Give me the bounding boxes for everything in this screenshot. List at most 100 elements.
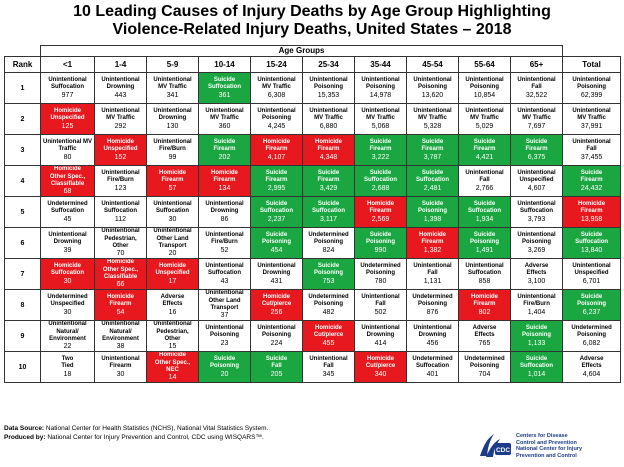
death-count: 704: [478, 370, 491, 378]
injury-deaths-table: Age Groups Rank <1 1-4 5-9 10-14 15-24 25-34 3…: [4, 45, 622, 383]
cause-label: Suicide: [317, 200, 340, 207]
data-source-label: Data Source:: [4, 425, 45, 432]
cause-cell: Unintentional MV Traffic 5,029: [458, 103, 511, 135]
cause-label: Suicide: [580, 231, 603, 238]
cause-cell: Suicide Firearm 4,421: [458, 134, 511, 166]
cause-cell: Suicide Suffocation 1,934: [458, 196, 511, 228]
table-row: 2 Homicide Unspecified 125 Unintentional MV T…: [4, 103, 622, 135]
cause-label: Suicide: [580, 169, 603, 176]
cause-label: Suffocation: [364, 177, 397, 184]
corner-cell: [4, 45, 41, 57]
cause-cell: Homicide Other Spec., Classifiable 66: [94, 258, 147, 290]
death-count: 205: [270, 370, 283, 378]
death-count: 24,432: [580, 184, 603, 192]
death-count: 502: [374, 308, 387, 316]
cause-label: Unintentional: [517, 200, 556, 207]
death-count: 431: [270, 277, 283, 285]
cause-label: Unintentional: [257, 76, 296, 83]
table-row: 6 Unintentional Drowning 39 Unintentional Ped…: [4, 227, 622, 259]
cause-label: Unintentional: [101, 76, 140, 83]
cause-cell: Suicide Suffocation 3,117: [302, 196, 355, 228]
cause-label: Suffocation: [51, 84, 84, 91]
cause-label: Suicide: [265, 169, 288, 176]
death-count: 3,793: [527, 215, 546, 223]
cause-cell: Suicide Poisoning 753: [302, 258, 355, 290]
cause-label: Homicide: [314, 138, 342, 145]
table-row: 7 Homicide Suffocation 30 Homicide Other Spec…: [4, 258, 622, 290]
total-cell: Homicide Firearm 13,958: [562, 196, 622, 228]
cause-label: Poisoning: [314, 239, 343, 246]
cause-label: Other Land: [156, 235, 189, 242]
cause-label: Suffocation: [312, 208, 345, 215]
cause-label: MV Traffic: [210, 115, 239, 122]
cause-label: Firearm: [580, 208, 603, 215]
cause-label: Suicide: [317, 169, 340, 176]
age-header: 5-9: [146, 56, 199, 73]
cause-label: Unintentional: [465, 169, 504, 176]
cause-cell: Homicide Firearm 54: [94, 289, 147, 321]
cause-label: Natural/: [109, 328, 132, 335]
cause-cell: Homicide Other Spec., Classifiable 68: [40, 165, 95, 197]
cause-cell: Unintentional Suffocation 3,793: [509, 196, 564, 228]
cause-cell: Suicide Firearm 202: [198, 134, 251, 166]
cause-label: Unintentional MV: [43, 138, 92, 145]
cause-cell: Unintentional Fall 502: [354, 289, 407, 321]
table-row: 9 Unintentional Natural/Environment 22 Unint…: [4, 320, 622, 352]
produced-by-label: Produced by:: [4, 434, 46, 441]
rank-cell: 1: [4, 72, 41, 104]
cause-cell: Adverse Effects 16: [146, 289, 199, 321]
death-count: 30: [63, 308, 72, 316]
cause-label: Fall: [323, 363, 334, 370]
cause-cell: Undetermined Suffocation 45: [40, 196, 95, 228]
death-count: 32,522: [525, 91, 548, 99]
death-count: 6,375: [527, 153, 546, 161]
death-count: 414: [374, 339, 387, 347]
cause-label: Firearm: [109, 301, 132, 308]
death-count: 18: [63, 370, 72, 378]
age-header: 45-54: [406, 56, 459, 73]
death-count: 22: [63, 343, 72, 351]
cause-label: Classifiable: [103, 274, 138, 280]
cause-label: MV Traffic: [366, 115, 395, 122]
death-count: 454: [270, 246, 283, 254]
cause-label: Unspecified: [50, 115, 85, 122]
table-row: 1 Unintentional Suffocation 977 Unintentiona…: [4, 72, 622, 104]
cause-label: Unintentional: [361, 293, 400, 300]
cause-cell: Unintentional Suffocation 977: [40, 72, 95, 104]
rank-cell: 6: [4, 227, 41, 259]
cause-cell: Unintentional MV Traffic 6,880: [302, 103, 355, 135]
cause-label: Suicide: [473, 231, 496, 238]
death-count: 4,245: [267, 122, 286, 130]
cause-label: Fire/Burn: [107, 177, 134, 184]
cause-label: Suicide: [525, 138, 548, 145]
death-count: 2,569: [371, 215, 390, 223]
cause-label: Homicide: [106, 259, 134, 266]
title-line-2: Violence-Related Injury Deaths, United S…: [112, 21, 512, 38]
cause-label: Unspecified: [50, 301, 85, 308]
cause-label: Environment: [49, 336, 86, 342]
cause-label: Unintentional: [257, 324, 296, 331]
death-count: 2,237: [267, 215, 286, 223]
cause-cell: Suicide Firearm 3,429: [302, 165, 355, 197]
cause-label: Drowning: [210, 208, 239, 215]
death-count: 5,068: [371, 122, 390, 130]
cause-label: Adverse: [579, 355, 604, 362]
total-cell: Suicide Suffocation 13,840: [562, 227, 622, 259]
corner-cell-right: [562, 45, 621, 57]
death-count: 30: [63, 277, 72, 285]
death-count: 14: [168, 374, 177, 382]
cause-label: Firearm: [265, 177, 288, 184]
death-count: 1,014: [527, 370, 546, 378]
cause-cell: Unintentional Fire/Burn 99: [146, 134, 199, 166]
cause-label: Suffocation: [575, 239, 609, 246]
cause-cell: Unintentional Drowning 86: [198, 196, 251, 228]
cause-label: Suffocation: [156, 208, 189, 215]
cause-label: Undetermined: [412, 293, 453, 300]
cause-cell: Unintentional Natural/Environment 22: [40, 320, 95, 352]
cause-label: Homicide: [158, 352, 186, 359]
total-cell: Adverse Effects 4,604: [562, 351, 622, 383]
cause-label: Unspecified: [155, 270, 190, 277]
cause-label: Poisoning: [366, 239, 395, 246]
cause-label: Unintentional: [361, 324, 400, 331]
cause-label: Unintentional: [205, 290, 244, 297]
